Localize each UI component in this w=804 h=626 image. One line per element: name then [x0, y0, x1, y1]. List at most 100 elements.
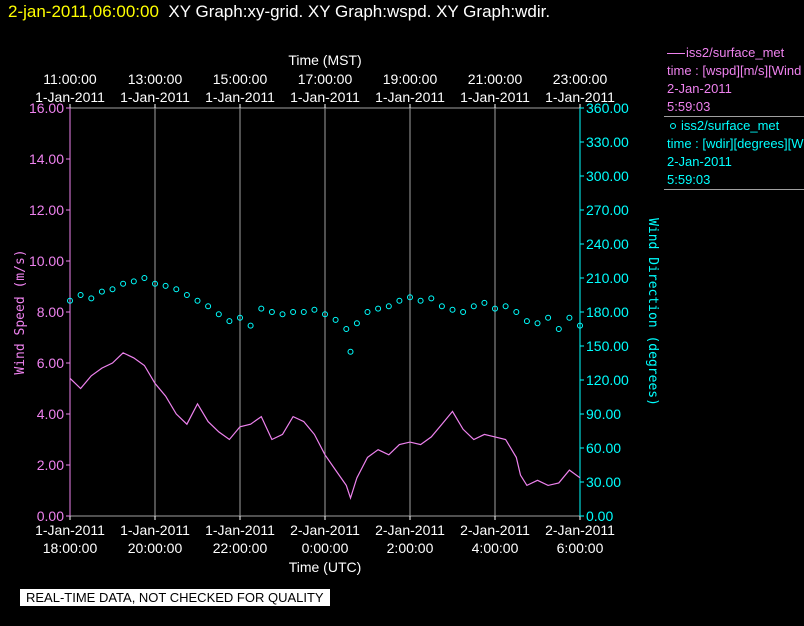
y-right-tick-label: 60.00	[586, 440, 621, 456]
wind-direction-point	[385, 303, 392, 310]
wind-direction-point	[173, 286, 180, 293]
wind-direction-point	[162, 282, 169, 289]
x-top-tick-label-time: 15:00:00	[213, 71, 268, 87]
header-datetime: 2-jan-2011,06:00:00	[8, 2, 159, 21]
x-top-tick-label-date: 1-Jan-2011	[545, 89, 615, 105]
y-axis-right-label: Wind Direction (degrees)	[645, 218, 660, 406]
x-top-tick-label-date: 1-Jan-2011	[460, 89, 530, 105]
wind-direction-point	[311, 306, 318, 313]
wind-direction-point	[130, 278, 137, 285]
wind-direction-point	[438, 303, 445, 310]
x-tick-label-time: 22:00:00	[213, 540, 268, 556]
wind-direction-point	[577, 322, 583, 329]
y-left-tick-label: 6.00	[37, 355, 64, 371]
disclaimer-banner: REAL-TIME DATA, NOT CHECKED FOR QUALITY	[20, 589, 330, 606]
wind-direction-point	[534, 320, 541, 327]
y-right-tick-label: 0.00	[586, 508, 613, 524]
y-left-tick-label: 14.00	[29, 151, 64, 167]
x-tick-label-time: 4:00:00	[472, 540, 519, 556]
wind-direction-point	[481, 299, 488, 306]
wind-direction-point	[98, 288, 105, 295]
x-axis-bottom-label: Time (UTC)	[289, 559, 362, 575]
wind-direction-point	[77, 292, 84, 298]
x-top-tick-label-time: 23:00:00	[553, 71, 608, 87]
legend-series-variable: time : [wspd][m/s][Wind	[667, 63, 802, 78]
legend-series-variable: time : [wdir][degrees][W	[667, 136, 804, 151]
y-right-tick-label: 120.00	[586, 372, 629, 388]
x-tick-label-date: 2-Jan-2011	[375, 522, 445, 538]
x-top-tick-label-time: 21:00:00	[468, 71, 523, 87]
wind-direction-point	[449, 306, 456, 313]
wind-direction-point	[417, 297, 424, 304]
x-tick-label-time: 6:00:00	[557, 540, 604, 556]
y-right-tick-label: 330.00	[586, 134, 629, 150]
x-tick-label-time: 20:00:00	[128, 540, 183, 556]
x-tick-label-time: 2:00:00	[387, 540, 434, 556]
wind-direction-point	[258, 305, 265, 312]
x-top-tick-label-date: 1-Jan-2011	[290, 89, 360, 105]
wind-direction-point	[268, 309, 275, 315]
x-axis-top-label: Time (MST)	[288, 52, 361, 68]
wind-direction-point	[152, 280, 158, 287]
legend-series-time: 5:59:03	[667, 172, 711, 187]
y-left-tick-label: 16.00	[29, 100, 64, 116]
y-right-tick-label: 300.00	[586, 168, 629, 184]
x-top-tick-label-time: 19:00:00	[383, 71, 438, 87]
x-top-tick-label-time: 11:00:00	[43, 71, 97, 87]
wind-direction-point	[545, 314, 552, 321]
y-right-tick-label: 90.00	[586, 406, 621, 422]
wind-direction-point	[205, 303, 212, 310]
wind-direction-point	[226, 318, 233, 325]
legend-series-time: 5:59:03	[667, 99, 711, 114]
wind-direction-point	[88, 295, 95, 302]
legend-series-date: 2-Jan-2011	[667, 81, 732, 96]
x-tick-label-date: 1-Jan-2011	[120, 522, 190, 538]
wind-direction-point	[407, 294, 413, 301]
wind-direction-point	[215, 311, 222, 318]
wind-direction-point	[555, 326, 562, 332]
x-top-tick-label-date: 1-Jan-2011	[120, 89, 190, 105]
wind-direction-point	[141, 275, 148, 281]
x-tick-label-date: 2-Jan-2011	[460, 522, 530, 538]
y-left-tick-label: 4.00	[37, 406, 64, 422]
y-right-tick-label: 240.00	[586, 236, 629, 252]
header-bar: 2-jan-2011,06:00:00 XY Graph:xy-grid. XY…	[8, 2, 658, 26]
legend-entry: iss2/surface_met time : [wdir][degrees][W…	[664, 117, 804, 190]
wind-direction-point	[566, 314, 573, 321]
legend-series-name: iss2/surface_met	[686, 45, 785, 60]
y-left-tick-label: 8.00	[37, 304, 64, 320]
legend-circle-swatch	[670, 122, 676, 129]
wind-direction-point	[343, 326, 350, 332]
wind-direction-point	[67, 297, 73, 304]
wind-direction-point	[332, 316, 339, 323]
y-left-tick-label: 0.00	[37, 508, 64, 524]
wind-direction-point	[300, 309, 307, 315]
wind-direction-point	[375, 305, 382, 312]
x-tick-label-time: 18:00:00	[43, 540, 98, 556]
y-right-tick-label: 270.00	[586, 202, 629, 218]
wind-direction-point	[247, 322, 254, 329]
wind-direction-point	[470, 303, 477, 310]
x-top-tick-label-time: 13:00:00	[128, 71, 183, 87]
wind-direction-point	[502, 303, 509, 310]
wind-direction-point	[492, 305, 498, 312]
y-left-tick-label: 12.00	[29, 202, 64, 218]
wind-direction-point	[396, 297, 403, 304]
legend-line-swatch	[667, 53, 685, 55]
wind-direction-point	[183, 292, 190, 298]
x-tick-label-date: 1-Jan-2011	[35, 522, 105, 538]
wind-direction-point	[109, 286, 116, 293]
y-right-tick-label: 210.00	[586, 270, 629, 286]
y-axis-left-label: Wind Speed (m/s)	[13, 249, 28, 374]
wind-direction-point	[353, 320, 360, 327]
x-tick-label-date: 1-Jan-2011	[205, 522, 275, 538]
x-tick-label-date: 2-Jan-2011	[290, 522, 360, 538]
wind-speed-series-line	[69, 352, 581, 501]
wind-direction-point	[194, 297, 201, 304]
wind-direction-point	[279, 311, 286, 318]
header-graph-titles: XY Graph:xy-grid. XY Graph:wspd. XY Grap…	[168, 2, 551, 21]
x-top-tick-label-date: 1-Jan-2011	[205, 89, 275, 105]
wind-direction-point	[428, 295, 435, 302]
